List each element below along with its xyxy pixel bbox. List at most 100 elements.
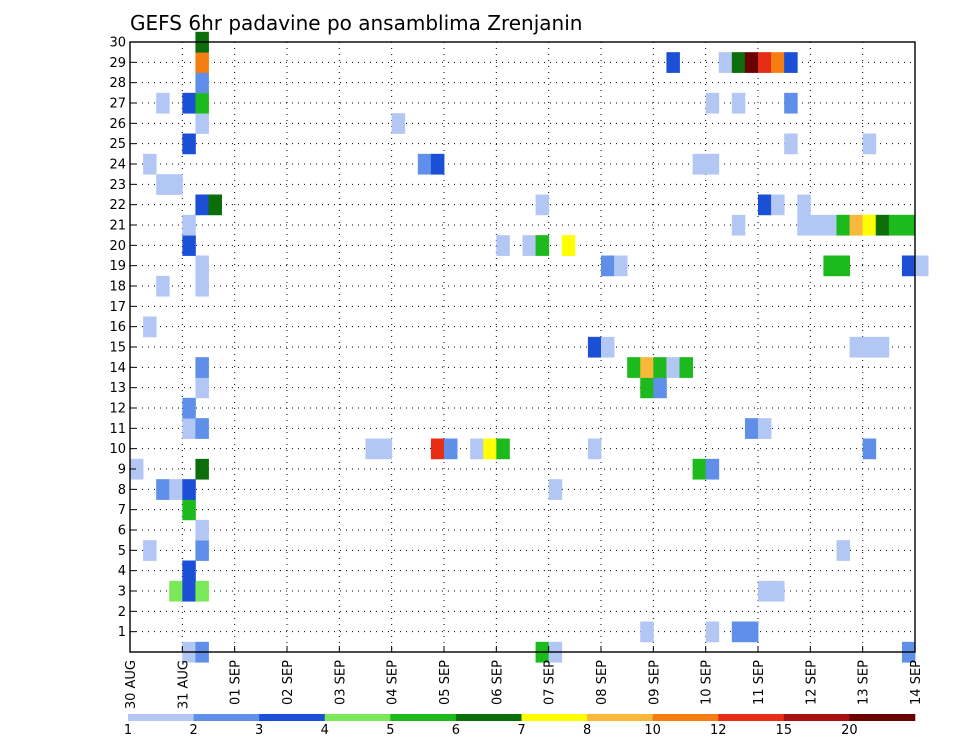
heatmap-cell bbox=[627, 357, 641, 378]
heatmap-cell bbox=[483, 438, 497, 460]
x-tick-label: 30 AUG bbox=[124, 660, 139, 709]
heatmap-cell bbox=[836, 255, 850, 277]
y-tick-label: 16 bbox=[109, 320, 126, 335]
heatmap-cell bbox=[771, 580, 785, 602]
legend-swatch bbox=[259, 714, 326, 721]
y-tick-label: 19 bbox=[109, 259, 126, 274]
heatmap-cell bbox=[444, 438, 458, 460]
heatmap-cell bbox=[901, 255, 916, 277]
x-tick-label: 10 SEP bbox=[700, 660, 715, 705]
legend-swatch bbox=[455, 714, 522, 721]
legend-swatch bbox=[521, 714, 588, 721]
heatmap-cell bbox=[705, 92, 720, 114]
y-tick-label: 15 bbox=[109, 341, 126, 356]
heatmap-cell bbox=[653, 377, 667, 399]
heatmap-cell bbox=[195, 377, 209, 399]
heatmap-cell bbox=[195, 458, 209, 480]
heatmap-cell bbox=[195, 540, 209, 561]
y-tick-label: 11 bbox=[109, 422, 126, 437]
heatmap-cell bbox=[195, 275, 209, 297]
heatmap-cell bbox=[182, 580, 196, 602]
legend-label: 1 bbox=[124, 723, 132, 738]
heatmap-cell bbox=[143, 153, 157, 175]
heatmap-cell bbox=[836, 540, 850, 561]
heatmap-cell bbox=[195, 72, 209, 94]
legend-label: 4 bbox=[321, 723, 329, 738]
heatmap-cell bbox=[692, 458, 707, 480]
heatmap-cell bbox=[535, 235, 550, 256]
heatmap-cell bbox=[653, 357, 667, 378]
y-tick-label: 29 bbox=[109, 56, 126, 71]
heatmap-cell bbox=[640, 357, 654, 378]
heatmap-cell bbox=[915, 255, 929, 277]
heatmap-cell bbox=[758, 52, 772, 73]
y-tick-label: 30 bbox=[109, 36, 126, 51]
heatmap-cell bbox=[758, 194, 772, 216]
heatmap-cell bbox=[496, 235, 510, 256]
chart-title: GEFS 6hr padavine po ansamblima Zrenjani… bbox=[130, 11, 582, 35]
legend-label: 8 bbox=[583, 723, 591, 738]
heatmap-cell bbox=[849, 336, 864, 358]
heatmap-cell bbox=[548, 479, 563, 500]
heatmap-cell bbox=[496, 438, 510, 460]
heatmap-cell bbox=[587, 438, 602, 460]
legend-swatch bbox=[587, 714, 653, 721]
y-tick-label: 27 bbox=[109, 97, 126, 112]
heatmap-cell bbox=[718, 52, 733, 73]
heatmap-cell bbox=[195, 92, 209, 114]
x-tick-label: 02 SEP bbox=[281, 660, 296, 705]
legend-label: 7 bbox=[517, 723, 525, 738]
heatmap-cell bbox=[666, 357, 680, 378]
y-tick-label: 12 bbox=[109, 402, 126, 417]
y-tick-label: 20 bbox=[109, 239, 126, 254]
y-tick-label: 22 bbox=[109, 198, 126, 213]
heatmap-cell bbox=[156, 92, 170, 114]
legend-label: 12 bbox=[710, 723, 727, 738]
legend-swatch bbox=[128, 714, 194, 721]
legend-label: 10 bbox=[644, 723, 661, 738]
heatmap-cell bbox=[430, 438, 445, 460]
heatmap-cell bbox=[182, 397, 196, 419]
heatmap-cell bbox=[430, 153, 445, 175]
x-tick-label: 13 SEP bbox=[857, 660, 872, 705]
heatmap-cell bbox=[195, 580, 209, 602]
heatmap-cell bbox=[705, 458, 720, 480]
heatmap-cell bbox=[705, 153, 720, 175]
heatmap-cell bbox=[744, 418, 759, 439]
heatmap-cell bbox=[169, 174, 183, 195]
heatmap-cell bbox=[640, 621, 654, 643]
heatmap-cell bbox=[784, 52, 798, 73]
heatmap-cell bbox=[731, 52, 746, 73]
x-tick-label: 03 SEP bbox=[333, 660, 348, 705]
heatmap-cell bbox=[731, 214, 746, 236]
heatmap-cell bbox=[784, 92, 798, 114]
y-tick-label: 24 bbox=[109, 158, 126, 173]
heatmap-cell bbox=[182, 92, 196, 114]
heatmap-cell bbox=[862, 336, 877, 358]
heatmap-cell bbox=[731, 621, 746, 643]
legend-label: 3 bbox=[255, 723, 263, 738]
heatmap-cell bbox=[888, 214, 903, 236]
heatmap-cell bbox=[901, 214, 916, 236]
heatmap-cell bbox=[875, 214, 890, 236]
y-tick-label: 21 bbox=[109, 219, 126, 234]
heatmap-cell bbox=[862, 133, 877, 155]
y-tick-label: 1 bbox=[118, 625, 126, 640]
heatmap-cell bbox=[601, 255, 615, 277]
x-tick-label: 04 SEP bbox=[386, 660, 401, 705]
heatmap-cell bbox=[561, 235, 576, 256]
heatmap-cell bbox=[182, 499, 196, 521]
heatmap-cell bbox=[849, 214, 864, 236]
y-tick-label: 10 bbox=[109, 442, 126, 457]
heatmap-cell bbox=[169, 479, 183, 500]
heatmap-cell bbox=[836, 214, 850, 236]
heatmap-cell bbox=[875, 336, 890, 358]
heatmap-cell bbox=[640, 377, 654, 399]
heatmap-cell bbox=[731, 92, 746, 114]
heatmap-cell bbox=[784, 133, 798, 155]
legend-swatch bbox=[718, 714, 785, 721]
heatmap-cell bbox=[797, 214, 811, 236]
heatmap-cell bbox=[758, 580, 772, 602]
legend-label: 5 bbox=[386, 723, 394, 738]
